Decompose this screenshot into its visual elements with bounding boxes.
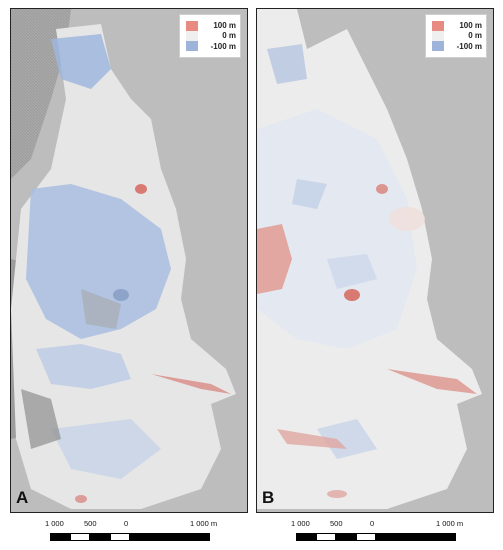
panel-letter-a: A: [16, 488, 29, 507]
legend-swatch-low: [432, 41, 444, 51]
scale-label-0: 0: [124, 519, 129, 528]
scale-label-500: 500: [84, 519, 97, 528]
scale-label-500: 500: [330, 519, 343, 528]
scale-segment: [376, 533, 456, 541]
scale-segment: [296, 533, 316, 541]
legend-b: 100 m 0 m -100 m: [425, 14, 487, 58]
map-b-image: [257, 9, 493, 512]
scale-segment: [130, 533, 210, 541]
legend-swatch-high: [432, 21, 444, 31]
legend-label-low: -100 m: [456, 42, 482, 51]
scale-label-1000-left: 1 000: [45, 519, 64, 528]
scale-segment: [356, 533, 376, 541]
scale-segment: [50, 533, 70, 541]
legend-label-mid: 0 m: [222, 31, 236, 40]
legend-a: 100 m 0 m -100 m: [179, 14, 241, 58]
legend-label-low: -100 m: [210, 42, 236, 51]
scale-bar-b: 1 000 500 0 1 000 m: [291, 519, 496, 545]
scale-segment: [110, 533, 130, 541]
scale-label-1000-left: 1 000: [291, 519, 310, 528]
scale-segment: [336, 533, 356, 541]
legend-label-mid: 0 m: [468, 31, 482, 40]
scale-segment: [90, 533, 110, 541]
map-panel-b: 100 m 0 m -100 m B: [256, 8, 494, 513]
scale-bar-segments: [296, 533, 456, 541]
panel-letter-b: B: [262, 488, 275, 507]
legend-label-high: 100 m: [459, 21, 482, 30]
scale-segment: [70, 533, 90, 541]
map-a-image: [11, 9, 247, 512]
scale-bar-segments: [50, 533, 210, 541]
scale-label-0: 0: [370, 519, 375, 528]
legend-swatch-mid: [432, 31, 444, 41]
scale-bar-a: 1 000 500 0 1 000 m: [45, 519, 250, 545]
legend-swatch-mid: [186, 31, 198, 41]
scale-segment: [316, 533, 336, 541]
scale-label-1000-right: 1 000 m: [436, 519, 464, 528]
map-panel-a: 100 m 0 m -100 m A: [10, 8, 248, 513]
legend-label-high: 100 m: [213, 21, 236, 30]
scale-label-1000-right: 1 000 m: [190, 519, 218, 528]
legend-swatch-high: [186, 21, 198, 31]
legend-swatch-low: [186, 41, 198, 51]
